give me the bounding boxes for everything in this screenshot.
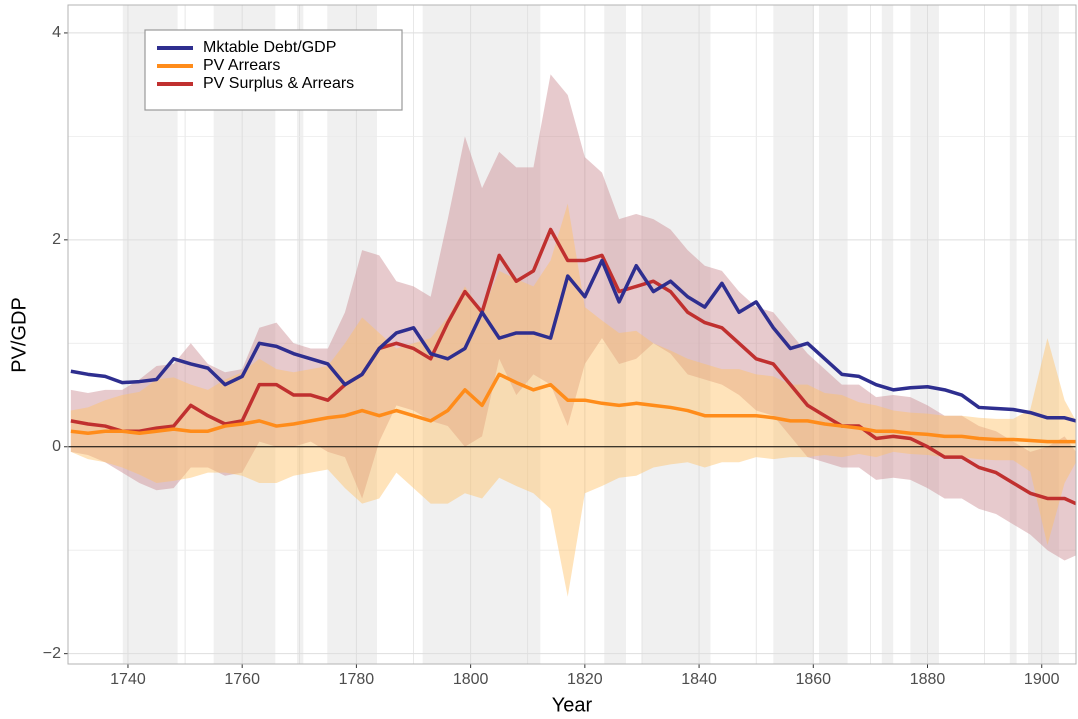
shaded-period [910, 5, 939, 664]
plot-area [68, 5, 1076, 664]
plot-border [67, 4, 1077, 665]
x-tick-label: 1900 [1024, 671, 1060, 688]
confidence-band [70, 74, 1076, 561]
x-tick-label: 1880 [910, 671, 946, 688]
shaded-period [297, 5, 304, 664]
y-tick-label: 2 [52, 231, 61, 248]
legend-label: PV Arrears [203, 57, 280, 74]
shaded-period [213, 5, 276, 664]
series-line [70, 258, 1076, 423]
x-tick-label: 1740 [110, 671, 146, 688]
legend-label: PV Surplus & Arrears [203, 75, 354, 92]
shaded-period [1009, 5, 1017, 664]
x-tick-label: 1780 [339, 671, 375, 688]
shaded-period [819, 5, 848, 664]
shaded-period [881, 5, 894, 664]
x-tick-label: 1840 [681, 671, 717, 688]
x-tick-label: 1860 [795, 671, 831, 688]
x-axis-title: Year [552, 694, 593, 716]
y-tick-label: 0 [52, 438, 61, 455]
shaded-period [1028, 5, 1059, 664]
x-tick-label: 1800 [453, 671, 489, 688]
series-line [70, 372, 1076, 444]
y-axis-title: PV/GDP [8, 297, 30, 373]
shaded-period [122, 5, 178, 664]
x-tick-label: 1820 [567, 671, 603, 688]
series-line [70, 227, 1076, 506]
y-tick-label: −2 [43, 645, 61, 662]
y-tick-label: 4 [52, 24, 61, 41]
shaded-period [327, 5, 377, 664]
x-tick-label: 1760 [224, 671, 260, 688]
legend-label: Mktable Debt/GDP [203, 39, 336, 56]
legend-box [144, 29, 403, 111]
shaded-period [604, 5, 626, 664]
